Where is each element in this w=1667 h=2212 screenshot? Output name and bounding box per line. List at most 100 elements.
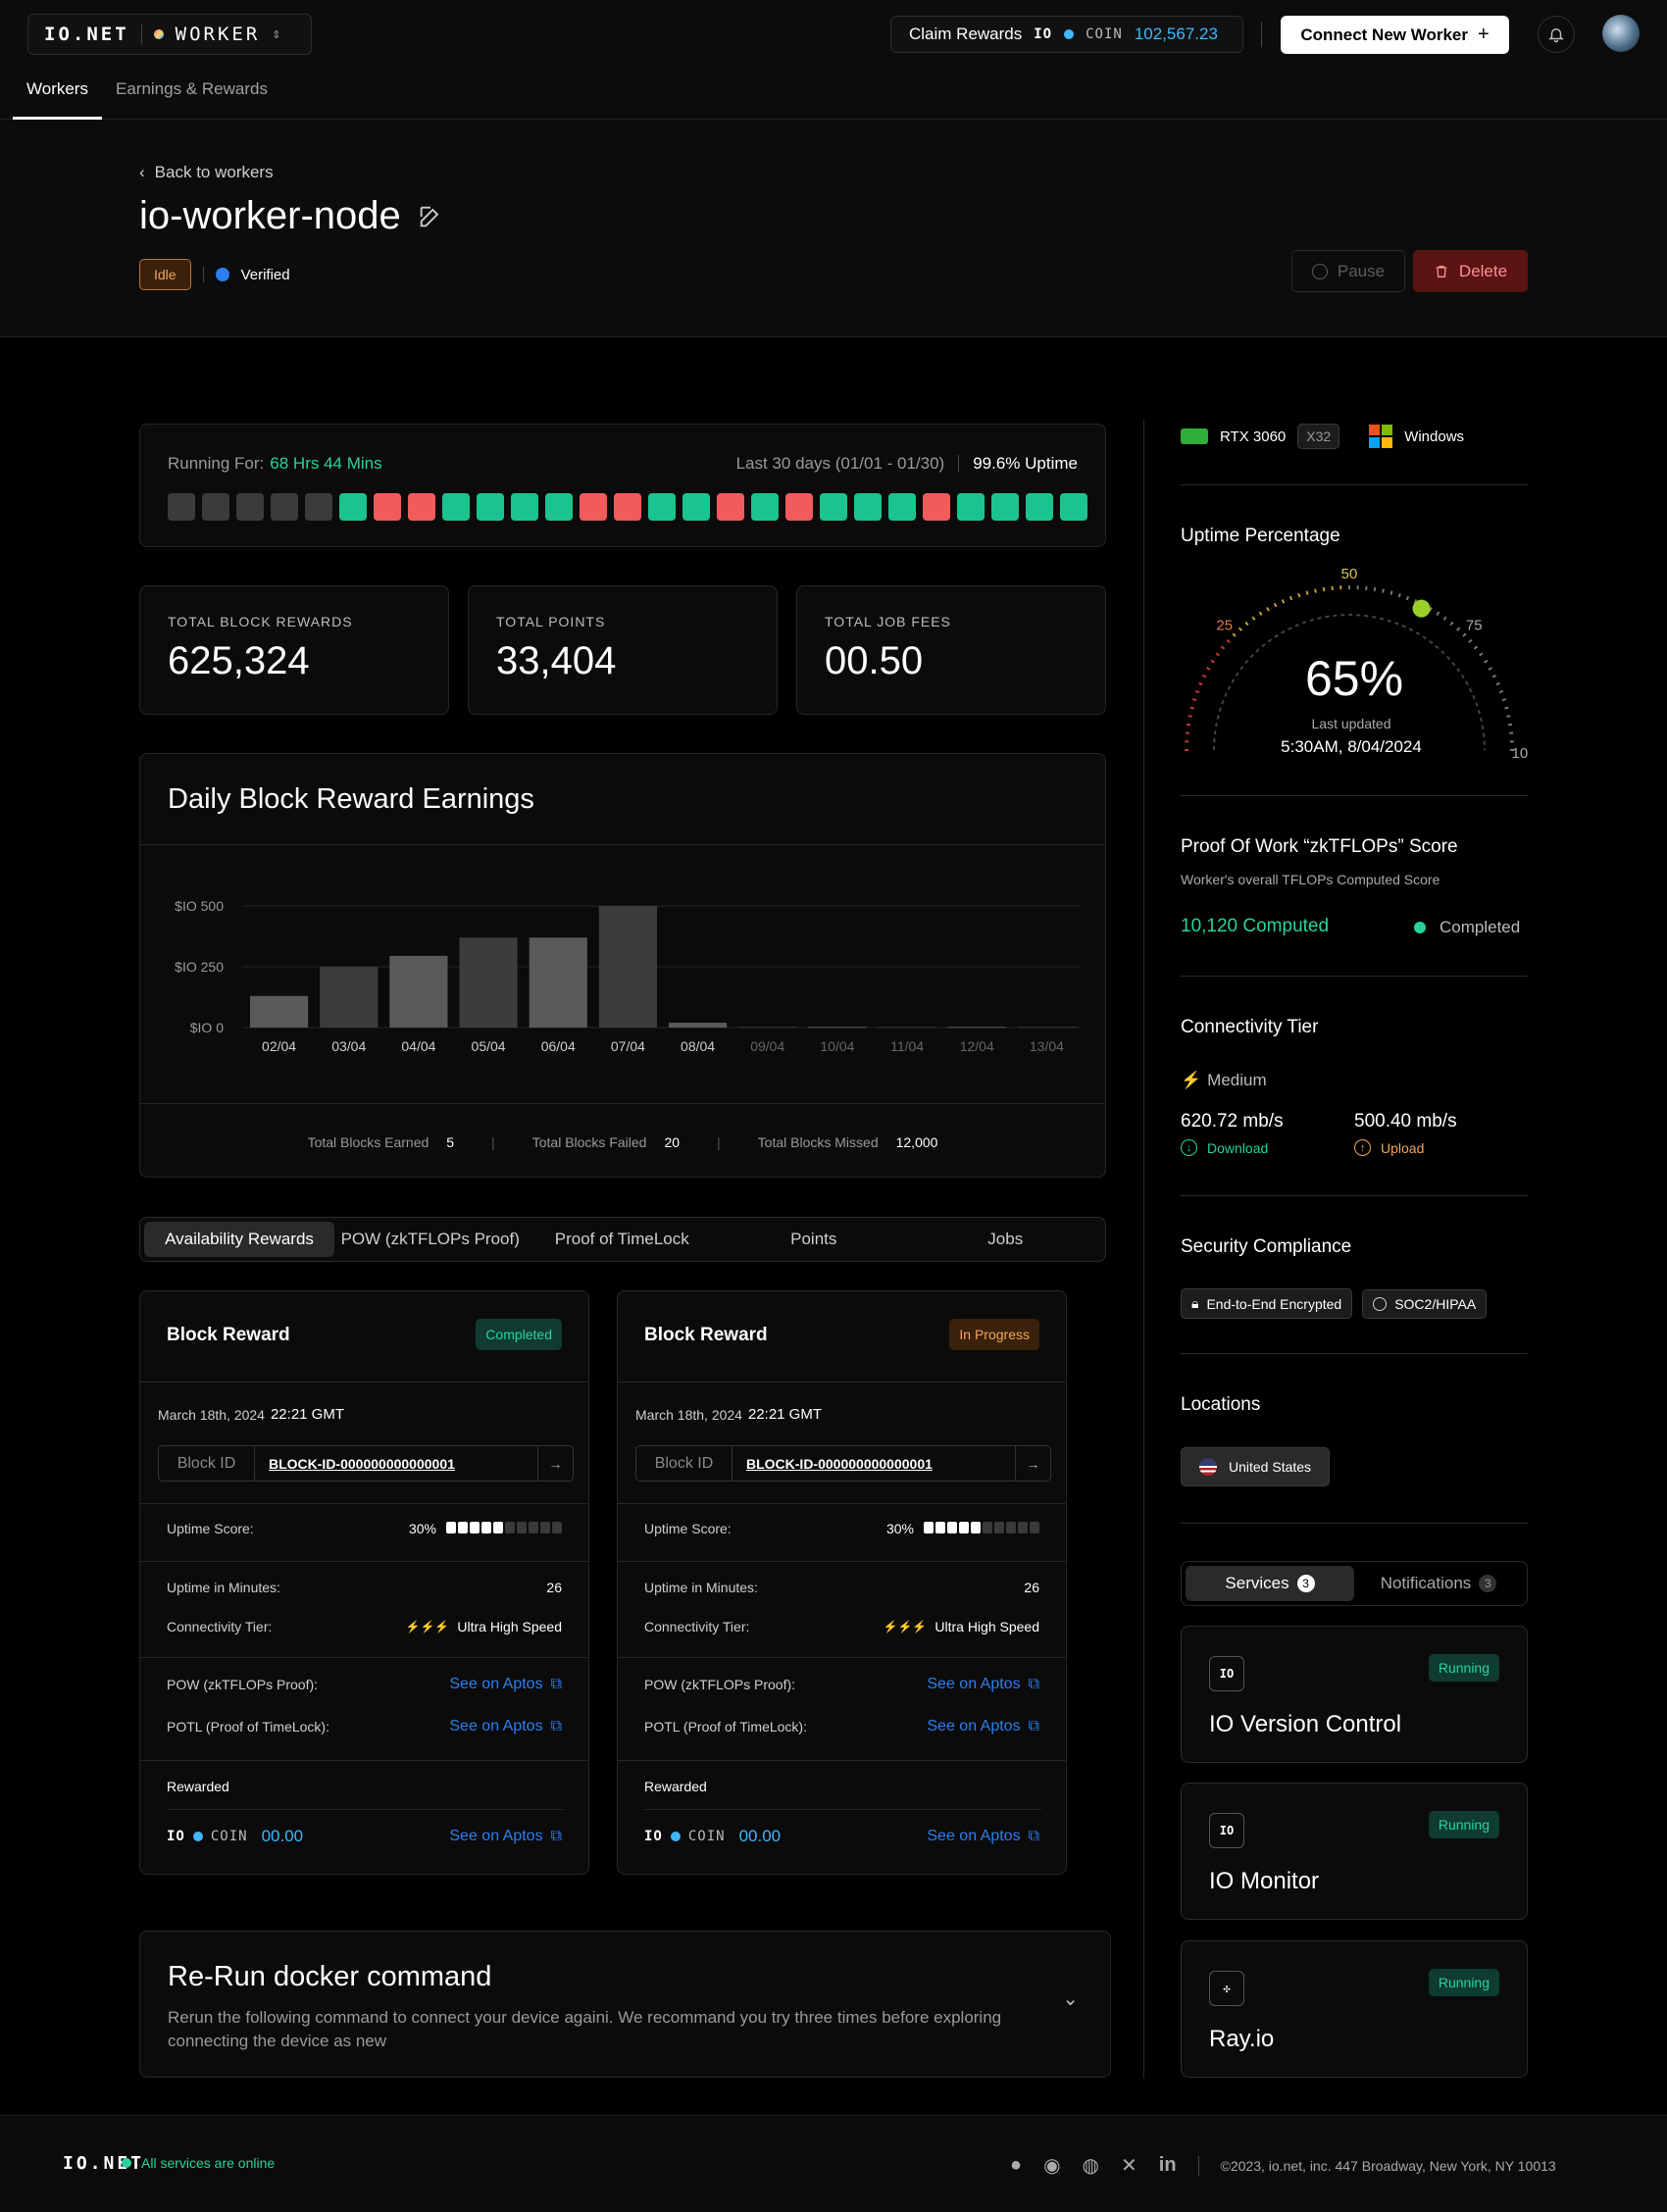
tab-services[interactable]: Services 3 (1186, 1566, 1354, 1601)
uptime-day-up (991, 493, 1019, 521)
bar[interactable] (320, 967, 379, 1028)
locations-title: Locations (1181, 1394, 1261, 1415)
see-on-aptos-link[interactable]: See on Aptos ⧉ (449, 1718, 562, 1735)
claim-rewards-bar[interactable]: Claim Rewards IO COIN 102,567.23 (890, 16, 1243, 53)
github-icon[interactable]: ● (1010, 2154, 1023, 2176)
soc2-label: SOC2/HIPAA (1394, 1295, 1477, 1312)
range-label: Last 30 days (01/01 - 01/30) (735, 454, 945, 473)
gauge-tick-label: 25 (1216, 618, 1233, 634)
arrow-right-icon[interactable]: → (1015, 1446, 1050, 1481)
bar[interactable] (529, 937, 587, 1028)
bar[interactable] (808, 1027, 867, 1029)
gauge-tick (1436, 611, 1440, 617)
page-title: io-worker-node (139, 194, 444, 238)
gauge-tick (1382, 588, 1385, 593)
tab-workers[interactable]: Workers (13, 76, 102, 120)
chevron-updown-icon: ⇕ (272, 28, 281, 41)
notifications-button[interactable] (1538, 16, 1575, 53)
tab-availability-rewards[interactable]: Availability Rewards (144, 1222, 334, 1257)
coin-balance: 102,567.23 (1134, 25, 1218, 43)
block-id-link[interactable]: BLOCK-ID-000000000000001 (746, 1455, 933, 1472)
discord-icon[interactable]: ◍ (1082, 2155, 1099, 2177)
social-links: ● ◉ ◍ ✕ in ©2023, io.net, inc. 447 Broad… (1010, 2153, 1556, 2178)
tab-earnings-rewards[interactable]: Earnings & Rewards (115, 79, 268, 98)
chevron-down-icon[interactable]: ⌄ (1062, 1988, 1079, 2010)
soc2-badge: SOC2/HIPAA (1362, 1288, 1488, 1319)
app-switcher[interactable]: IO.NET WORKER ⇕ (27, 14, 312, 55)
reward-date: March 18th, 2024 22:21 GMT (635, 1406, 822, 1423)
io-logo-icon: IO (644, 1829, 663, 1844)
uptime-day-up (854, 493, 882, 521)
chevron-left-icon: ‹ (139, 163, 145, 181)
delete-button[interactable]: Delete (1413, 250, 1528, 292)
earned-value: 5 (446, 1134, 455, 1150)
uptime-percentage-title: Uptime Percentage (1181, 526, 1340, 546)
gauge-tick (1191, 698, 1197, 702)
link-label: See on Aptos (449, 1676, 543, 1692)
see-on-aptos-link[interactable]: See on Aptos ⧉ (449, 1676, 562, 1693)
back-to-workers-link[interactable]: ‹ Back to workers (139, 163, 274, 182)
pause-button[interactable]: Pause (1291, 250, 1405, 292)
see-on-aptos-link[interactable]: See on Aptos ⧉ (927, 1676, 1039, 1693)
rerun-docker-card[interactable]: Re-Run docker command Rerun the followin… (139, 1931, 1111, 2078)
back-label: Back to workers (154, 163, 274, 181)
service-status: Running (1428, 1654, 1499, 1682)
tab-pow[interactable]: POW (zkTFLOPs Proof) (340, 1230, 520, 1248)
tab-points[interactable]: Points (790, 1230, 837, 1248)
tab-notifications[interactable]: Notifications 3 (1354, 1574, 1523, 1593)
uptime-day-none (271, 493, 298, 521)
upload-label-row: ↑ Upload (1354, 1139, 1424, 1156)
worker-title-band: ‹ Back to workers io-worker-node Idle Ve… (0, 120, 1667, 337)
service-card[interactable]: IO Running IO Version Control (1181, 1626, 1528, 1763)
tab-jobs[interactable]: Jobs (987, 1230, 1024, 1248)
uptime-day-up (820, 493, 847, 521)
service-card[interactable]: IO Running IO Monitor (1181, 1783, 1528, 1920)
gauge-tick (1251, 616, 1256, 621)
see-on-aptos-link[interactable]: See on Aptos ⧉ (449, 1828, 562, 1845)
gauge-tick (1210, 659, 1216, 664)
block-id-link[interactable]: BLOCK-ID-000000000000001 (269, 1455, 455, 1472)
bar[interactable] (738, 1027, 797, 1029)
uptime-minutes: 26 (546, 1580, 562, 1595)
download-icon: ↓ (1181, 1139, 1197, 1156)
gauge-tick (1215, 652, 1220, 657)
x-tick-label: 04/04 (401, 1038, 435, 1054)
telegram-icon[interactable]: ◉ (1043, 2155, 1061, 2177)
linkedin-icon[interactable]: in (1158, 2154, 1177, 2176)
windows-icon (1369, 425, 1393, 448)
bar[interactable] (250, 995, 309, 1028)
bar[interactable] (598, 906, 657, 1028)
connect-worker-button[interactable]: Connect New Worker + (1281, 16, 1509, 54)
verified-label: Verified (240, 266, 290, 283)
tab-proof-of-timelock[interactable]: Proof of TimeLock (554, 1230, 689, 1248)
gauge-tick (1220, 645, 1226, 650)
pow-status: Completed (1414, 918, 1520, 937)
see-on-aptos-link[interactable]: See on Aptos ⧉ (927, 1828, 1039, 1845)
bar[interactable] (669, 1023, 728, 1028)
avatar[interactable] (1602, 15, 1640, 52)
x-icon[interactable]: ✕ (1121, 2155, 1137, 2177)
bar[interactable] (389, 955, 448, 1028)
arrow-right-icon[interactable]: → (537, 1446, 573, 1481)
stat-label: TOTAL JOB FEES (825, 614, 951, 629)
see-on-aptos-link[interactable]: See on Aptos ⧉ (927, 1718, 1039, 1735)
bar[interactable] (947, 1027, 1006, 1029)
stat-total-job-fees: TOTAL JOB FEES 00.50 (796, 585, 1106, 715)
top-header: IO.NET WORKER ⇕ Claim Rewards IO COIN 10… (0, 0, 1667, 120)
score-block (540, 1522, 550, 1533)
security-title: Security Compliance (1181, 1236, 1352, 1257)
bar[interactable] (1017, 1027, 1076, 1029)
block-id-label: Block ID (636, 1446, 732, 1481)
rewarded-label: Rewarded (167, 1779, 229, 1794)
chart-title: Daily Block Reward Earnings (168, 783, 534, 815)
status-badge: Idle (139, 259, 191, 290)
service-card[interactable]: ✣ Running Ray.io (1181, 1940, 1528, 2078)
online-dot-icon (122, 2158, 131, 2168)
gauge-tick (1455, 627, 1461, 631)
bar[interactable] (878, 1027, 936, 1029)
bar[interactable] (459, 937, 518, 1028)
edit-icon[interactable] (417, 203, 444, 230)
gauge-tick (1273, 602, 1278, 608)
running-for: Running For: 68 Hrs 44 Mins (168, 454, 382, 474)
x-tick-label: 09/04 (750, 1038, 784, 1054)
